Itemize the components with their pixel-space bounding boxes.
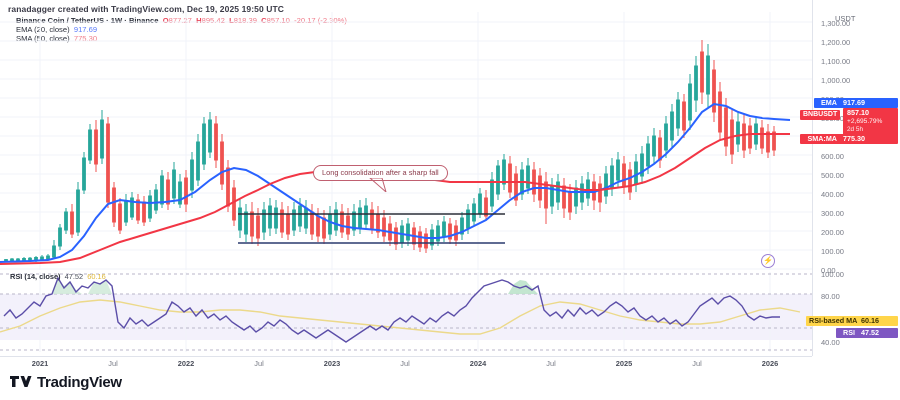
annotation-callout[interactable]: Long consolidation after a sharp fall [313,165,448,181]
quote-tag-countdown: 2d 5h [847,126,863,133]
time-label-jul-2023: Jul [400,359,410,368]
tradingview-logo-text: TradingView [37,374,122,391]
legend-low-value: 818.39 [233,16,257,25]
ema-line [0,102,791,263]
time-label-jul-2025: Jul [692,359,702,368]
price-tick-600: 600.00 [821,152,844,161]
price-tick-200: 200.00 [821,228,844,237]
legend-interval[interactable]: 1W [110,16,123,25]
legend-close-value: 857.10 [266,16,290,25]
legend-open-value: 877.27 [168,16,192,25]
legend-change: -20.17 (-2.30%) [294,16,347,25]
rsi-tick-80: 80.00 [821,292,840,301]
price-tick-100: 100.00 [821,247,844,256]
lightning-badge-icon[interactable]: ⚡ [761,254,775,268]
time-label-2023: 2023 [323,359,341,368]
price-tick-0: 0.00 [821,266,836,275]
rsi-legend-label: RSI (14, close) [10,272,61,281]
quote-tag-change: +2,695.79% [847,117,883,125]
legend-ema-value: 917.69 [73,25,98,34]
rsi-ma-tag-name: RSI-based MA [806,316,858,326]
legend-ema-label: EMA (20, close) [16,25,70,34]
rsi-ma-line [0,299,801,335]
axis-divider [812,0,813,356]
legend-symbol[interactable]: Binance Coin / TetherUS [16,16,105,25]
price-axis[interactable]: USDT 1,300.00 1,200.00 1,100.00 1,000.00… [813,0,900,356]
time-label-jul-2024: Jul [546,359,556,368]
sma-price-tag[interactable]: SMA:MA 775.30 [800,134,898,144]
legend-sma-row[interactable]: SMA (50, close) 775.30 [16,34,347,43]
time-label-2026: 2026 [761,359,779,368]
tradingview-logo[interactable]: TradingView [10,375,122,390]
legend-exchange: Binance [128,16,159,25]
price-tick-400: 400.00 [821,190,844,199]
price-tick-1100: 1,100.00 [821,57,851,66]
rsi-legend[interactable]: RSI (14, close) 47.52 60.16 [10,272,106,281]
price-chart-svg [0,12,812,270]
ema-tag-value: 917.69 [840,98,898,108]
rsi-legend-ma-value: 60.16 [87,272,106,281]
time-label-jul-2021: Jul [108,359,118,368]
rsi-tag-value: 47.52 [858,328,898,338]
price-tick-300: 300.00 [821,209,844,218]
axis-unit-label: USDT [835,14,856,23]
legend-low-label: L [229,16,234,25]
rsi-ma-tag[interactable]: RSI-based MA 60.16 [806,316,898,326]
rsi-chart-pane[interactable] [0,272,812,352]
legend-high-label: H [196,16,202,25]
price-vertical-gridlines [39,12,771,270]
rsi-chart-svg [0,272,812,352]
quote-tag-name: BNBUSDT [800,110,841,120]
time-label-2022: 2022 [177,359,195,368]
sma-tag-value: 775.30 [840,134,898,144]
quote-tag-value: 857.10 [847,108,869,117]
time-axis[interactable]: 2021 Jul 2022 Jul 2023 Jul 2024 Jul 2025… [0,357,812,373]
rsi-overbought-fill-2 [88,280,112,294]
time-label-2021: 2021 [31,359,49,368]
rsi-line [3,276,780,343]
rsi-tick-40: 40.00 [821,338,840,347]
ema-price-tag[interactable]: EMA 917.69 [814,98,898,108]
price-chart-pane[interactable] [0,12,812,270]
price-tick-1000: 1,000.00 [821,76,851,85]
chart-legend: Binance Coin / TetherUS · 1W · Binance O… [16,16,347,43]
time-label-2024: 2024 [469,359,487,368]
annotation-callout-tail [369,178,387,192]
tradingview-logo-mark [10,375,32,387]
rsi-tick-100: 100.00 [821,270,844,279]
candlestick-series [4,40,776,262]
legend-high-value: 895.42 [201,16,225,25]
legend-sma-value: 775.30 [73,34,98,43]
rsi-tag-name: RSI [836,328,858,338]
sma-tag-name: SMA:MA [800,134,840,144]
rsi-band [0,294,812,340]
price-tick-1300: 1,300.00 [821,19,851,28]
quote-price-tag[interactable]: 857.10 +2,695.79% 2d 5h [843,108,898,137]
price-gridlines [0,21,812,270]
legend-symbol-row[interactable]: Binance Coin / TetherUS · 1W · Binance O… [16,16,347,25]
time-label-2025: 2025 [615,359,633,368]
creation-watermark: ranadagger created with TradingView.com,… [8,4,285,14]
price-tick-500: 500.00 [821,171,844,180]
rsi-ma-tag-value: 60.16 [858,316,898,326]
rsi-tag[interactable]: RSI 47.52 [836,328,898,338]
price-tick-1200: 1,200.00 [821,38,851,47]
ema-tag-name: EMA [814,98,840,108]
rsi-legend-value: 47.52 [64,272,84,281]
legend-open-label: O [162,16,169,25]
legend-sma-label: SMA (50, close) [16,34,70,43]
time-label-jul-2022: Jul [254,359,264,368]
time-axis-divider [0,356,812,357]
legend-close-label: C [261,16,267,25]
legend-ema-row[interactable]: EMA (20, close) 917.69 [16,25,347,34]
